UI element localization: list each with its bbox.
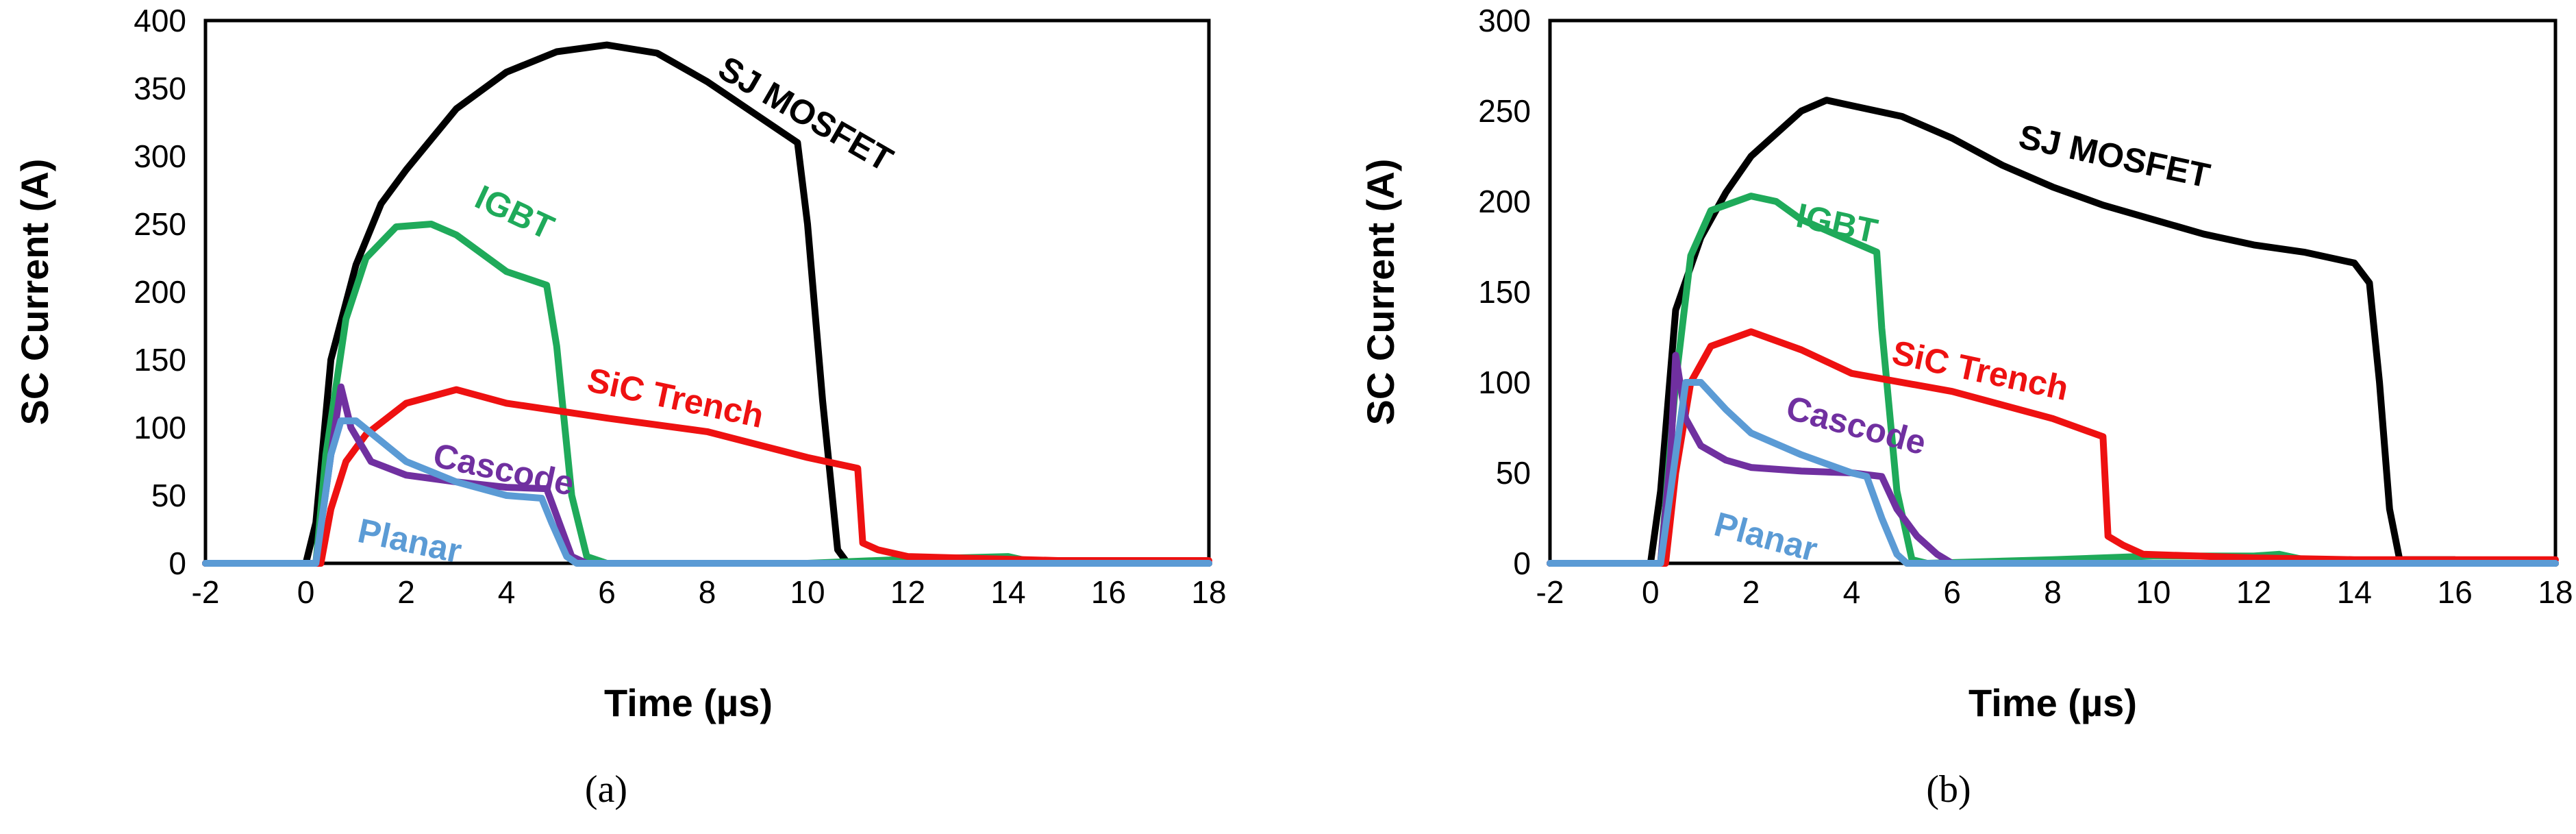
- chart-panel-2: -2 0 2 4 6 8 10 12 14 16 18050100150200250300Time …: [1359, 3, 2573, 811]
- x-tick-label: 8: [699, 574, 716, 610]
- y-tick-label: 250: [1478, 93, 1531, 129]
- x-tick-label: 12: [890, 574, 925, 610]
- y-tick-label: 0: [168, 545, 186, 581]
- panel-label: (a): [585, 768, 627, 811]
- y-tick-label: 100: [1478, 365, 1531, 400]
- series-line-sj-mosfet: [202, 41, 1212, 567]
- y-tick-label: 200: [134, 274, 186, 310]
- series-line-planar: [202, 417, 1212, 567]
- x-tick-label: 14: [990, 574, 1025, 610]
- chart-panel-1: -2 0 2 4 6 8 10 12 14 16 1805010015020025030035040…: [13, 3, 1227, 811]
- y-tick-label: 0: [1513, 545, 1531, 581]
- x-tick-label: 14: [2337, 574, 2372, 610]
- series-label-cascode: Cascode: [1782, 389, 1930, 463]
- y-tick-label: 50: [1496, 455, 1531, 491]
- series-label-sj-mosfet: SJ MOSFET: [712, 49, 899, 179]
- x-tick-label: -2: [1536, 574, 1564, 610]
- x-tick-label: 16: [1091, 574, 1126, 610]
- x-tick-label: 18: [1191, 574, 1226, 610]
- y-axis-title: SC Current (A): [13, 159, 56, 426]
- x-tick-label: 12: [2236, 574, 2271, 610]
- series-line-sj-mosfet: [1547, 97, 2559, 567]
- series-line-planar: [1547, 379, 2559, 567]
- x-tick-label: -2: [192, 574, 220, 610]
- y-axis-title: SC Current (A): [1359, 159, 1402, 426]
- y-tick-label: 50: [151, 478, 186, 513]
- x-axis-title: Time (µs): [1968, 681, 2137, 724]
- series-label-planar: Planar: [1710, 505, 1821, 569]
- x-tick-label: 0: [297, 574, 315, 610]
- x-tick-label: 4: [1843, 574, 1861, 610]
- y-tick-label: 100: [134, 410, 186, 445]
- x-tick-label: 18: [2538, 574, 2573, 610]
- series-label-igbt: IGBT: [1793, 196, 1881, 251]
- series-line-sic-trench: [202, 386, 1212, 567]
- y-tick-label: 200: [1478, 184, 1531, 219]
- y-tick-label: 400: [134, 3, 186, 38]
- x-tick-label: 6: [598, 574, 616, 610]
- y-tick-label: 300: [134, 138, 186, 174]
- x-tick-label: 2: [397, 574, 415, 610]
- x-tick-label: 2: [1742, 574, 1760, 610]
- x-tick-label: 10: [2136, 574, 2171, 610]
- plot-frame: [1548, 19, 2558, 565]
- y-tick-label: 150: [1478, 274, 1531, 310]
- panel-label: (b): [1926, 768, 1971, 811]
- x-tick-label: 4: [498, 574, 516, 610]
- x-tick-label: 0: [1642, 574, 1660, 610]
- series-label-igbt: IGBT: [469, 177, 560, 247]
- series-line-cascode: [1547, 352, 2559, 567]
- y-tick-label: 250: [134, 206, 186, 242]
- x-axis-title: Time (µs): [604, 681, 773, 724]
- y-tick-label: 150: [134, 342, 186, 378]
- x-tick-label: 6: [1943, 574, 1961, 610]
- y-tick-label: 300: [1478, 3, 1531, 38]
- x-tick-label: 10: [790, 574, 825, 610]
- y-tick-label: 350: [134, 71, 186, 106]
- x-tick-label: 8: [2044, 574, 2062, 610]
- x-tick-label: 16: [2438, 574, 2473, 610]
